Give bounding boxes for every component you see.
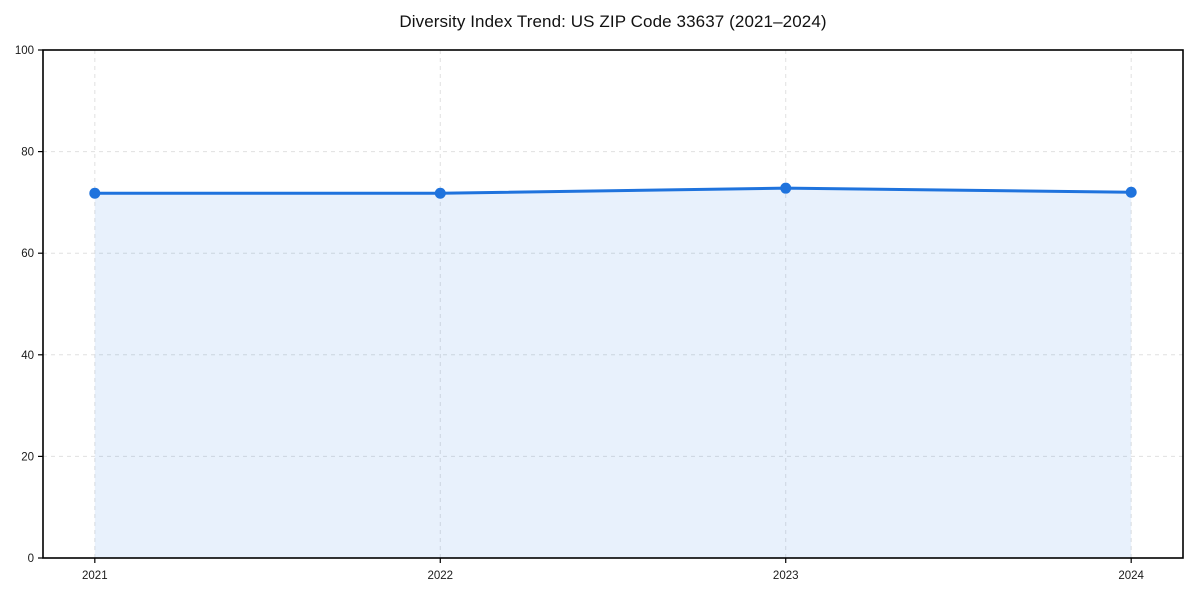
y-axis-tick-label-80: 80 (21, 147, 34, 159)
y-axis-tick-label-20: 20 (21, 451, 34, 463)
plot-border (42, 49, 1184, 559)
y-axis-tick-label-60: 60 (21, 248, 34, 260)
data-point-2022 (434, 187, 446, 199)
x-axis-tick-label-2021: 2021 (82, 570, 108, 582)
data-point-2023 (780, 182, 792, 194)
area-fill (94, 188, 1132, 558)
x-axis-tick-label-2024: 2024 (1118, 570, 1144, 582)
y-axis-tick-label-0: 0 (28, 553, 34, 565)
data-point-2021 (89, 187, 101, 199)
x-axis-tick-label-2022: 2022 (427, 570, 453, 582)
y-axis-tick-label-40: 40 (21, 350, 34, 362)
data-point-2024 (1125, 186, 1137, 198)
trend-line (93, 186, 1133, 195)
chart-title: Diversity Index Trend: US ZIP Code 33637… (399, 12, 827, 31)
x-axis-tick-label-2023: 2023 (773, 570, 799, 582)
y-axis-tick-label-100: 100 (15, 45, 34, 57)
